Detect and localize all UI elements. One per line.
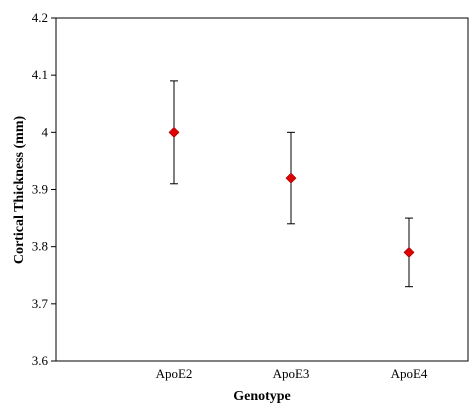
x-tick-label: ApoE4 — [391, 366, 428, 381]
y-tick-label: 3.6 — [32, 353, 49, 368]
x-tick-label: ApoE2 — [156, 366, 193, 381]
data-point-diamond — [168, 126, 180, 138]
x-tick-label: ApoE3 — [273, 366, 310, 381]
y-tick-label: 3.9 — [32, 182, 48, 197]
data-point-diamond — [285, 172, 297, 184]
y-tick-label: 4 — [42, 124, 49, 139]
y-tick-label: 4.2 — [32, 10, 48, 25]
data-point-diamond — [403, 246, 415, 258]
data-series — [168, 80, 415, 288]
x-axis-ticks: ApoE2 ApoE3 ApoE4 — [156, 366, 428, 381]
x-axis-title: Genotype — [233, 389, 291, 404]
y-tick-label: 3.8 — [32, 239, 48, 254]
y-axis-ticks: 3.6 3.7 3.8 3.9 4 4.1 4.2 — [32, 10, 56, 368]
y-tick-label: 3.7 — [32, 296, 49, 311]
y-tick-label: 4.1 — [32, 67, 48, 82]
plot-area-frame — [55, 17, 469, 362]
y-axis-title: Cortical Thickness (mm) — [12, 116, 27, 265]
